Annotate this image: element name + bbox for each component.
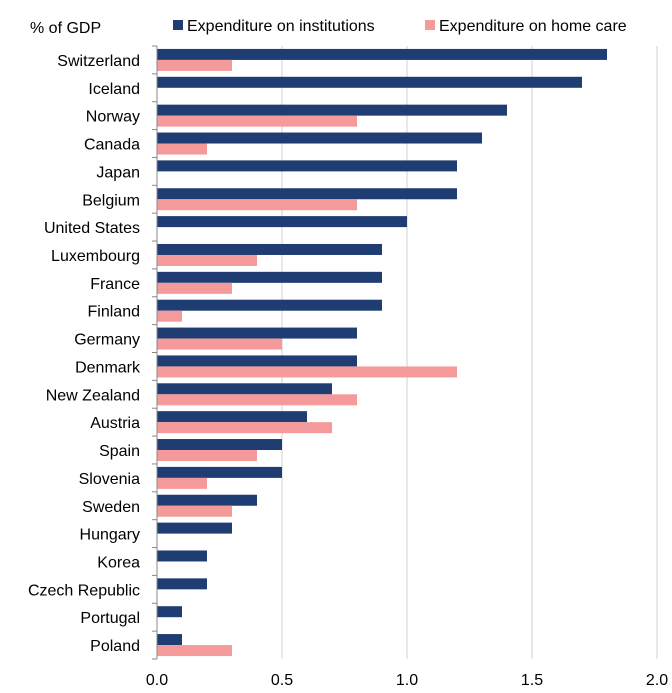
bar-institutions bbox=[157, 522, 232, 534]
bar-home-care bbox=[157, 59, 232, 71]
bar-home-care bbox=[157, 394, 357, 406]
category-labels: Switzerland Iceland Norway Canada Japan Belgi… bbox=[28, 53, 141, 655]
bar-institutions bbox=[157, 299, 382, 311]
category-label: Czech Republic bbox=[28, 582, 140, 599]
y-axis-title: % of GDP bbox=[30, 20, 101, 37]
bar-institutions bbox=[157, 216, 407, 228]
bar-institutions bbox=[157, 383, 332, 395]
category-label: Norway bbox=[86, 109, 140, 126]
x-tick-label: 1.5 bbox=[521, 672, 543, 689]
category-label: Portugal bbox=[80, 610, 140, 627]
legend-label: Expenditure on institutions bbox=[187, 18, 375, 35]
bar-institutions bbox=[157, 550, 207, 562]
bar-institutions bbox=[157, 132, 482, 144]
bar-institutions bbox=[157, 160, 457, 172]
category-label: New Zealand bbox=[46, 387, 140, 404]
bar-institutions bbox=[157, 466, 282, 478]
bar-home-care bbox=[157, 477, 207, 489]
tick-labels: 0.0 0.5 1.0 1.5 2.0 bbox=[146, 672, 668, 689]
bars bbox=[157, 48, 607, 657]
bar-home-care bbox=[157, 450, 257, 462]
bar-home-care bbox=[157, 199, 357, 211]
category-label: Spain bbox=[99, 443, 140, 460]
bar-institutions bbox=[157, 271, 382, 283]
category-label: Luxembourg bbox=[51, 248, 140, 265]
category-label: Slovenia bbox=[79, 471, 140, 488]
category-label: Belgium bbox=[82, 192, 140, 209]
bar-institutions bbox=[157, 411, 307, 423]
axis bbox=[152, 45, 158, 660]
legend-swatch bbox=[425, 20, 435, 30]
bar-institutions bbox=[157, 327, 357, 339]
bar-home-care bbox=[157, 310, 182, 322]
bar-institutions bbox=[157, 104, 507, 116]
bar-home-care bbox=[157, 645, 232, 657]
category-label: Poland bbox=[90, 638, 140, 655]
category-label: Switzerland bbox=[57, 53, 140, 70]
bar-institutions bbox=[157, 48, 607, 60]
bar-home-care bbox=[157, 254, 257, 266]
bar-institutions bbox=[157, 439, 282, 451]
bar-institutions bbox=[157, 76, 582, 88]
x-tick-label: 0.0 bbox=[146, 672, 168, 689]
category-label: United States bbox=[44, 220, 140, 237]
category-label: Hungary bbox=[80, 527, 140, 544]
category-label: Sweden bbox=[82, 499, 140, 516]
bar-institutions bbox=[157, 634, 182, 646]
bar-home-care bbox=[157, 366, 457, 378]
category-label: Denmark bbox=[75, 359, 141, 376]
category-label: Finland bbox=[88, 304, 140, 321]
bar-home-care bbox=[157, 422, 332, 434]
bar-home-care bbox=[157, 505, 232, 517]
bar-home-care bbox=[157, 338, 282, 350]
bar-institutions bbox=[157, 188, 457, 200]
bar-home-care bbox=[157, 282, 232, 294]
x-tick-label: 0.5 bbox=[271, 672, 293, 689]
category-label: Canada bbox=[84, 137, 140, 154]
x-tick-label: 1.0 bbox=[396, 672, 418, 689]
bar-home-care bbox=[157, 115, 357, 127]
legend-label: Expenditure on home care bbox=[439, 18, 627, 35]
bar-institutions bbox=[157, 355, 357, 367]
bar-institutions bbox=[157, 578, 207, 590]
bar-institutions bbox=[157, 243, 382, 255]
category-label: Korea bbox=[97, 554, 140, 571]
bar-home-care bbox=[157, 143, 207, 155]
legend: Expenditure on institutions Expenditure o… bbox=[173, 18, 627, 35]
category-label: Germany bbox=[74, 332, 140, 349]
bar-institutions bbox=[157, 494, 257, 506]
category-label: Austria bbox=[90, 415, 140, 432]
legend-swatch bbox=[173, 20, 183, 30]
bar-institutions bbox=[157, 606, 182, 618]
category-label: Japan bbox=[96, 164, 140, 181]
x-tick-label: 2.0 bbox=[646, 672, 668, 689]
category-label: France bbox=[90, 276, 140, 293]
category-label: Iceland bbox=[88, 81, 140, 98]
gridlines bbox=[281, 46, 658, 659]
